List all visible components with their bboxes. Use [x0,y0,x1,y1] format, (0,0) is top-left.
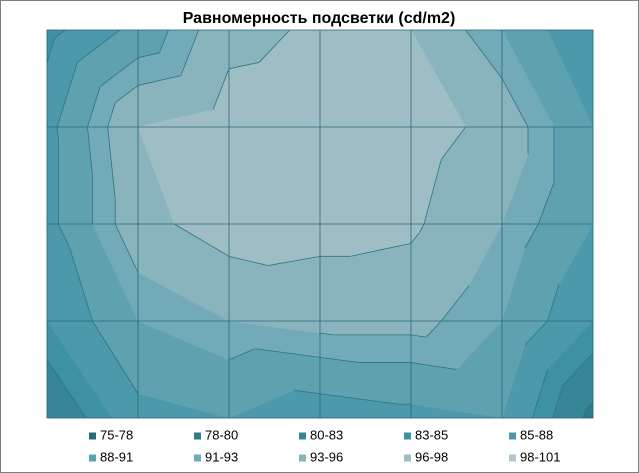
contour-line [46,37,55,63]
legend-label: 93-96 [310,449,343,464]
contour-line [228,61,260,70]
contour-line [137,75,181,86]
contour-line [524,320,548,346]
contour-line [54,29,66,39]
contour-line [531,369,548,419]
contour-line [174,223,230,257]
legend-swatch [299,454,306,462]
contour-band [319,320,412,336]
contour-line [319,332,334,336]
legend-label: 80-83 [310,427,343,442]
legend-label: 96-98 [415,449,448,464]
legend-swatch [194,454,201,462]
chart-title: Равномерность подсветки (cd/m2) [183,10,456,27]
contour-line [538,182,555,225]
contour-band [46,126,59,225]
contour-line [425,320,442,338]
contour-line [524,223,539,249]
contour-line [77,29,121,63]
plot-area [46,28,594,419]
contour-line [547,284,560,322]
contour-line [501,78,529,128]
contour-line [137,52,160,59]
contour-line [228,348,256,361]
contour-line [107,102,116,128]
legend-swatch [89,454,96,462]
legend-label: 88-91 [100,449,133,464]
legend-swatch [509,432,516,440]
contour-line [562,353,594,386]
contour-line [350,243,412,257]
legend-swatch [89,432,96,440]
contour-line [254,348,321,358]
contour-line [410,334,427,338]
legend-label: 75-78 [100,427,133,442]
contour-line [212,68,230,111]
legend: 75-78 78-80 80-83 83-85 85-88 88-91 91-93 93-96… [89,427,560,464]
contour-line [582,409,586,419]
contour-line [56,126,59,140]
contour-line [58,223,71,249]
contour-line [293,389,321,395]
contour-line [114,223,139,273]
contour-line [423,159,442,225]
contour-line [92,320,139,394]
contour-line [410,362,457,370]
legend-label: 91-93 [205,449,238,464]
contour-line [410,232,420,244]
contour-line [319,356,360,363]
contour-line [46,359,87,419]
contour-line [87,86,101,128]
legend-label: 83-85 [415,427,448,442]
contour-line [441,285,470,322]
contour-line [180,29,200,76]
contour-line [159,29,169,53]
contour-line [319,393,399,405]
contour-line [56,62,78,128]
contour-line [87,126,93,176]
legend-swatch [299,432,306,440]
contour-line [585,401,594,411]
contour-line [115,85,139,104]
contour-line [228,255,269,266]
contour-line [441,126,466,160]
contour-line [99,57,139,87]
contour-line [259,29,290,63]
contour-line [418,223,425,234]
legend-label: 98-101 [520,449,560,464]
legend-label: 78-80 [205,427,238,442]
legend-swatch [404,432,411,440]
contour-line [107,126,116,200]
legend-swatch [509,454,516,462]
legend-label: 85-88 [520,427,553,442]
legend-swatch [194,432,201,440]
contour-line [465,29,503,79]
contour-line [69,248,93,322]
legend-swatch [404,454,411,462]
contour-line [552,385,564,419]
contour-line [267,255,321,266]
